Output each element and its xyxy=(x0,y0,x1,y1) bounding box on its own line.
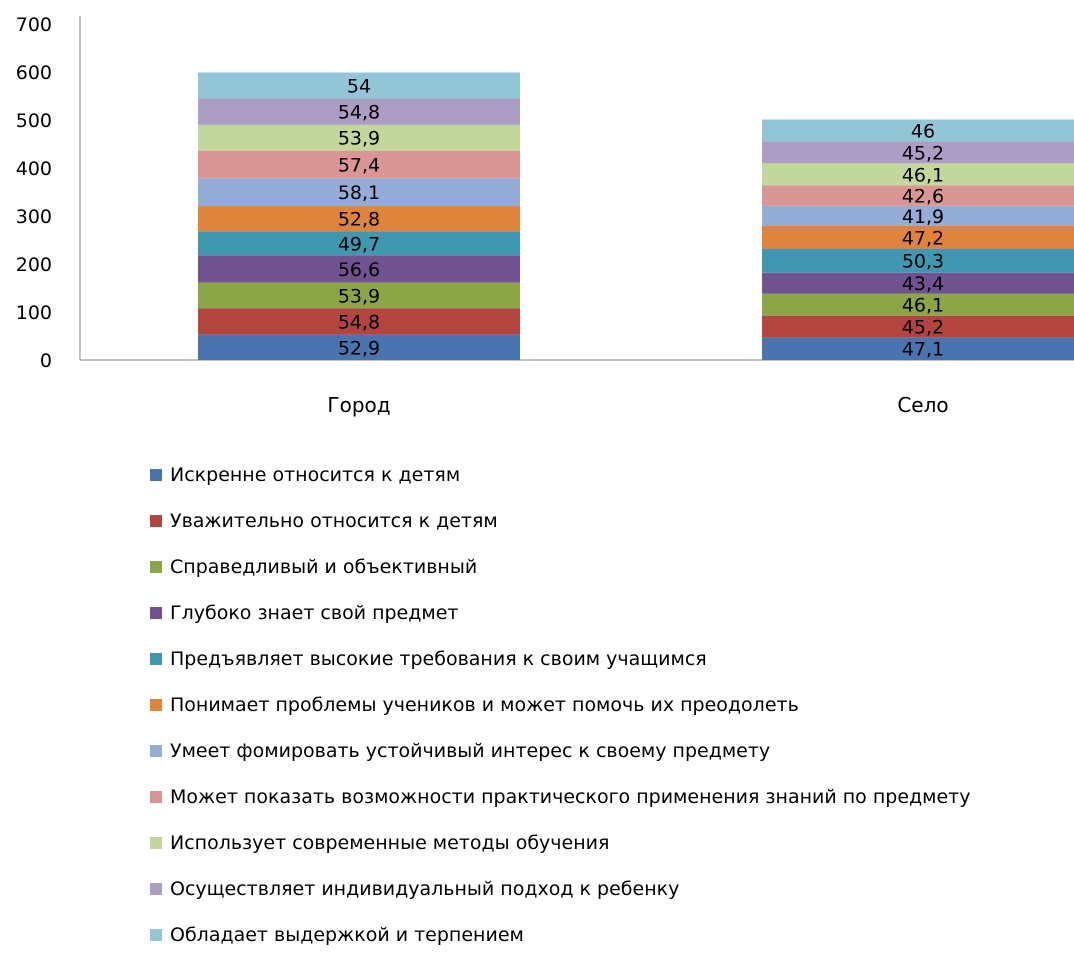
y-tick-label: 500 xyxy=(16,110,52,132)
bar-segment xyxy=(198,282,520,309)
legend-swatch xyxy=(150,745,162,757)
bar-segment xyxy=(198,334,520,360)
data-label: 52,9 xyxy=(338,337,380,359)
bar-segment xyxy=(762,205,1074,226)
bar-segment xyxy=(762,248,1074,273)
bar-segment xyxy=(762,185,1074,206)
legend-swatch xyxy=(150,929,162,941)
legend-label: Предъявляет высокие требования к своим у… xyxy=(170,648,707,670)
legend-item: Предъявляет высокие требования к своим у… xyxy=(150,636,971,682)
legend-item: Справедливый и объективный xyxy=(150,544,971,590)
y-tick-label: 600 xyxy=(16,62,52,84)
stacked-bar-chart: 0 100 200 300 400 500 600 700 52,9 54,8 53,9 56,6 49… xyxy=(16,14,1074,417)
legend-item: Глубоко знает свой предмет xyxy=(150,590,971,636)
data-label: 54,8 xyxy=(338,102,380,124)
bar-segment xyxy=(762,141,1074,164)
bar-segment xyxy=(762,293,1074,316)
bar-segment xyxy=(762,337,1074,360)
legend-swatch xyxy=(150,469,162,481)
y-tick-label: 700 xyxy=(16,14,52,36)
legend-swatch xyxy=(150,699,162,711)
legend-item: Искренне относится к детям xyxy=(150,452,971,498)
bar-segment xyxy=(198,124,520,151)
data-label: 47,2 xyxy=(902,227,944,249)
legend-label: Осуществляет индивидуальный подход к реб… xyxy=(170,878,680,900)
legend-label: Может показать возможности практического… xyxy=(170,786,971,808)
bar-segment xyxy=(762,315,1074,338)
legend-label: Справедливый и объективный xyxy=(170,556,478,578)
y-tick-label: 200 xyxy=(16,254,52,276)
legend-swatch xyxy=(150,561,162,573)
legend: Искренне относится к детям Уважительно от… xyxy=(150,452,971,958)
category-label: Город xyxy=(327,393,390,417)
y-tick-label: 100 xyxy=(16,302,52,324)
legend-item: Умеет фомировать устойчивый интерес к св… xyxy=(150,728,971,774)
legend-item: Обладает выдержкой и терпением xyxy=(150,912,971,958)
bar-segment xyxy=(198,98,520,125)
data-label: 53,9 xyxy=(338,285,380,307)
bar-segment xyxy=(762,225,1074,249)
data-label: 46 xyxy=(911,121,935,143)
data-label: 49,7 xyxy=(338,233,380,255)
data-label: 57,4 xyxy=(338,154,380,176)
legend-swatch xyxy=(150,837,162,849)
legend-item: Использует современные методы обучения xyxy=(150,820,971,866)
data-label: 53,9 xyxy=(338,128,380,150)
y-tick-label: 300 xyxy=(16,206,52,228)
legend-label: Использует современные методы обучения xyxy=(170,832,610,854)
data-label: 56,6 xyxy=(338,259,380,281)
legend-swatch xyxy=(150,791,162,803)
legend-label: Уважительно относится к детям xyxy=(170,510,498,532)
data-label: 45,2 xyxy=(902,317,944,339)
legend-item: Уважительно относится к детям xyxy=(150,498,971,544)
bar-segment xyxy=(762,272,1074,294)
data-label: 46,1 xyxy=(902,164,944,186)
y-tick-label: 0 xyxy=(40,350,52,372)
legend-label: Обладает выдержкой и терпением xyxy=(170,924,524,946)
legend-item: Может показать возможности практического… xyxy=(150,774,971,820)
data-label: 43,4 xyxy=(902,273,944,295)
data-label: 54,8 xyxy=(338,311,380,333)
data-label: 41,9 xyxy=(902,206,944,228)
legend-label: Умеет фомировать устойчивый интерес к св… xyxy=(170,740,771,762)
bar-segment xyxy=(762,163,1074,186)
data-label: 46,1 xyxy=(902,295,944,317)
data-label: 47,1 xyxy=(902,339,944,361)
y-tick-label: 400 xyxy=(16,158,52,180)
legend-swatch xyxy=(150,515,162,527)
bar-segment xyxy=(198,150,520,179)
bar-segment xyxy=(198,255,520,283)
data-label: 45,2 xyxy=(902,142,944,164)
bar-segment xyxy=(198,206,520,232)
bar-segment xyxy=(762,119,1074,142)
legend-item: Осуществляет индивидуальный подход к реб… xyxy=(150,866,971,912)
legend-label: Искренне относится к детям xyxy=(170,464,461,486)
bar-segment xyxy=(198,231,520,256)
legend-label: Понимает проблемы учеников и может помоч… xyxy=(170,694,799,716)
data-label: 54 xyxy=(347,75,371,97)
bar-segment xyxy=(198,308,520,335)
bar-segment xyxy=(198,72,520,99)
data-label: 58,1 xyxy=(338,182,380,204)
bar-segment xyxy=(198,178,520,207)
data-label: 42,6 xyxy=(902,186,944,208)
legend-swatch xyxy=(150,653,162,665)
category-label: Село xyxy=(897,393,948,417)
data-label: 52,8 xyxy=(338,209,380,231)
legend-swatch xyxy=(150,883,162,895)
legend-item: Понимает проблемы учеников и может помоч… xyxy=(150,682,971,728)
data-label: 50,3 xyxy=(902,251,944,273)
legend-swatch xyxy=(150,607,162,619)
legend-label: Глубоко знает свой предмет xyxy=(170,602,459,624)
